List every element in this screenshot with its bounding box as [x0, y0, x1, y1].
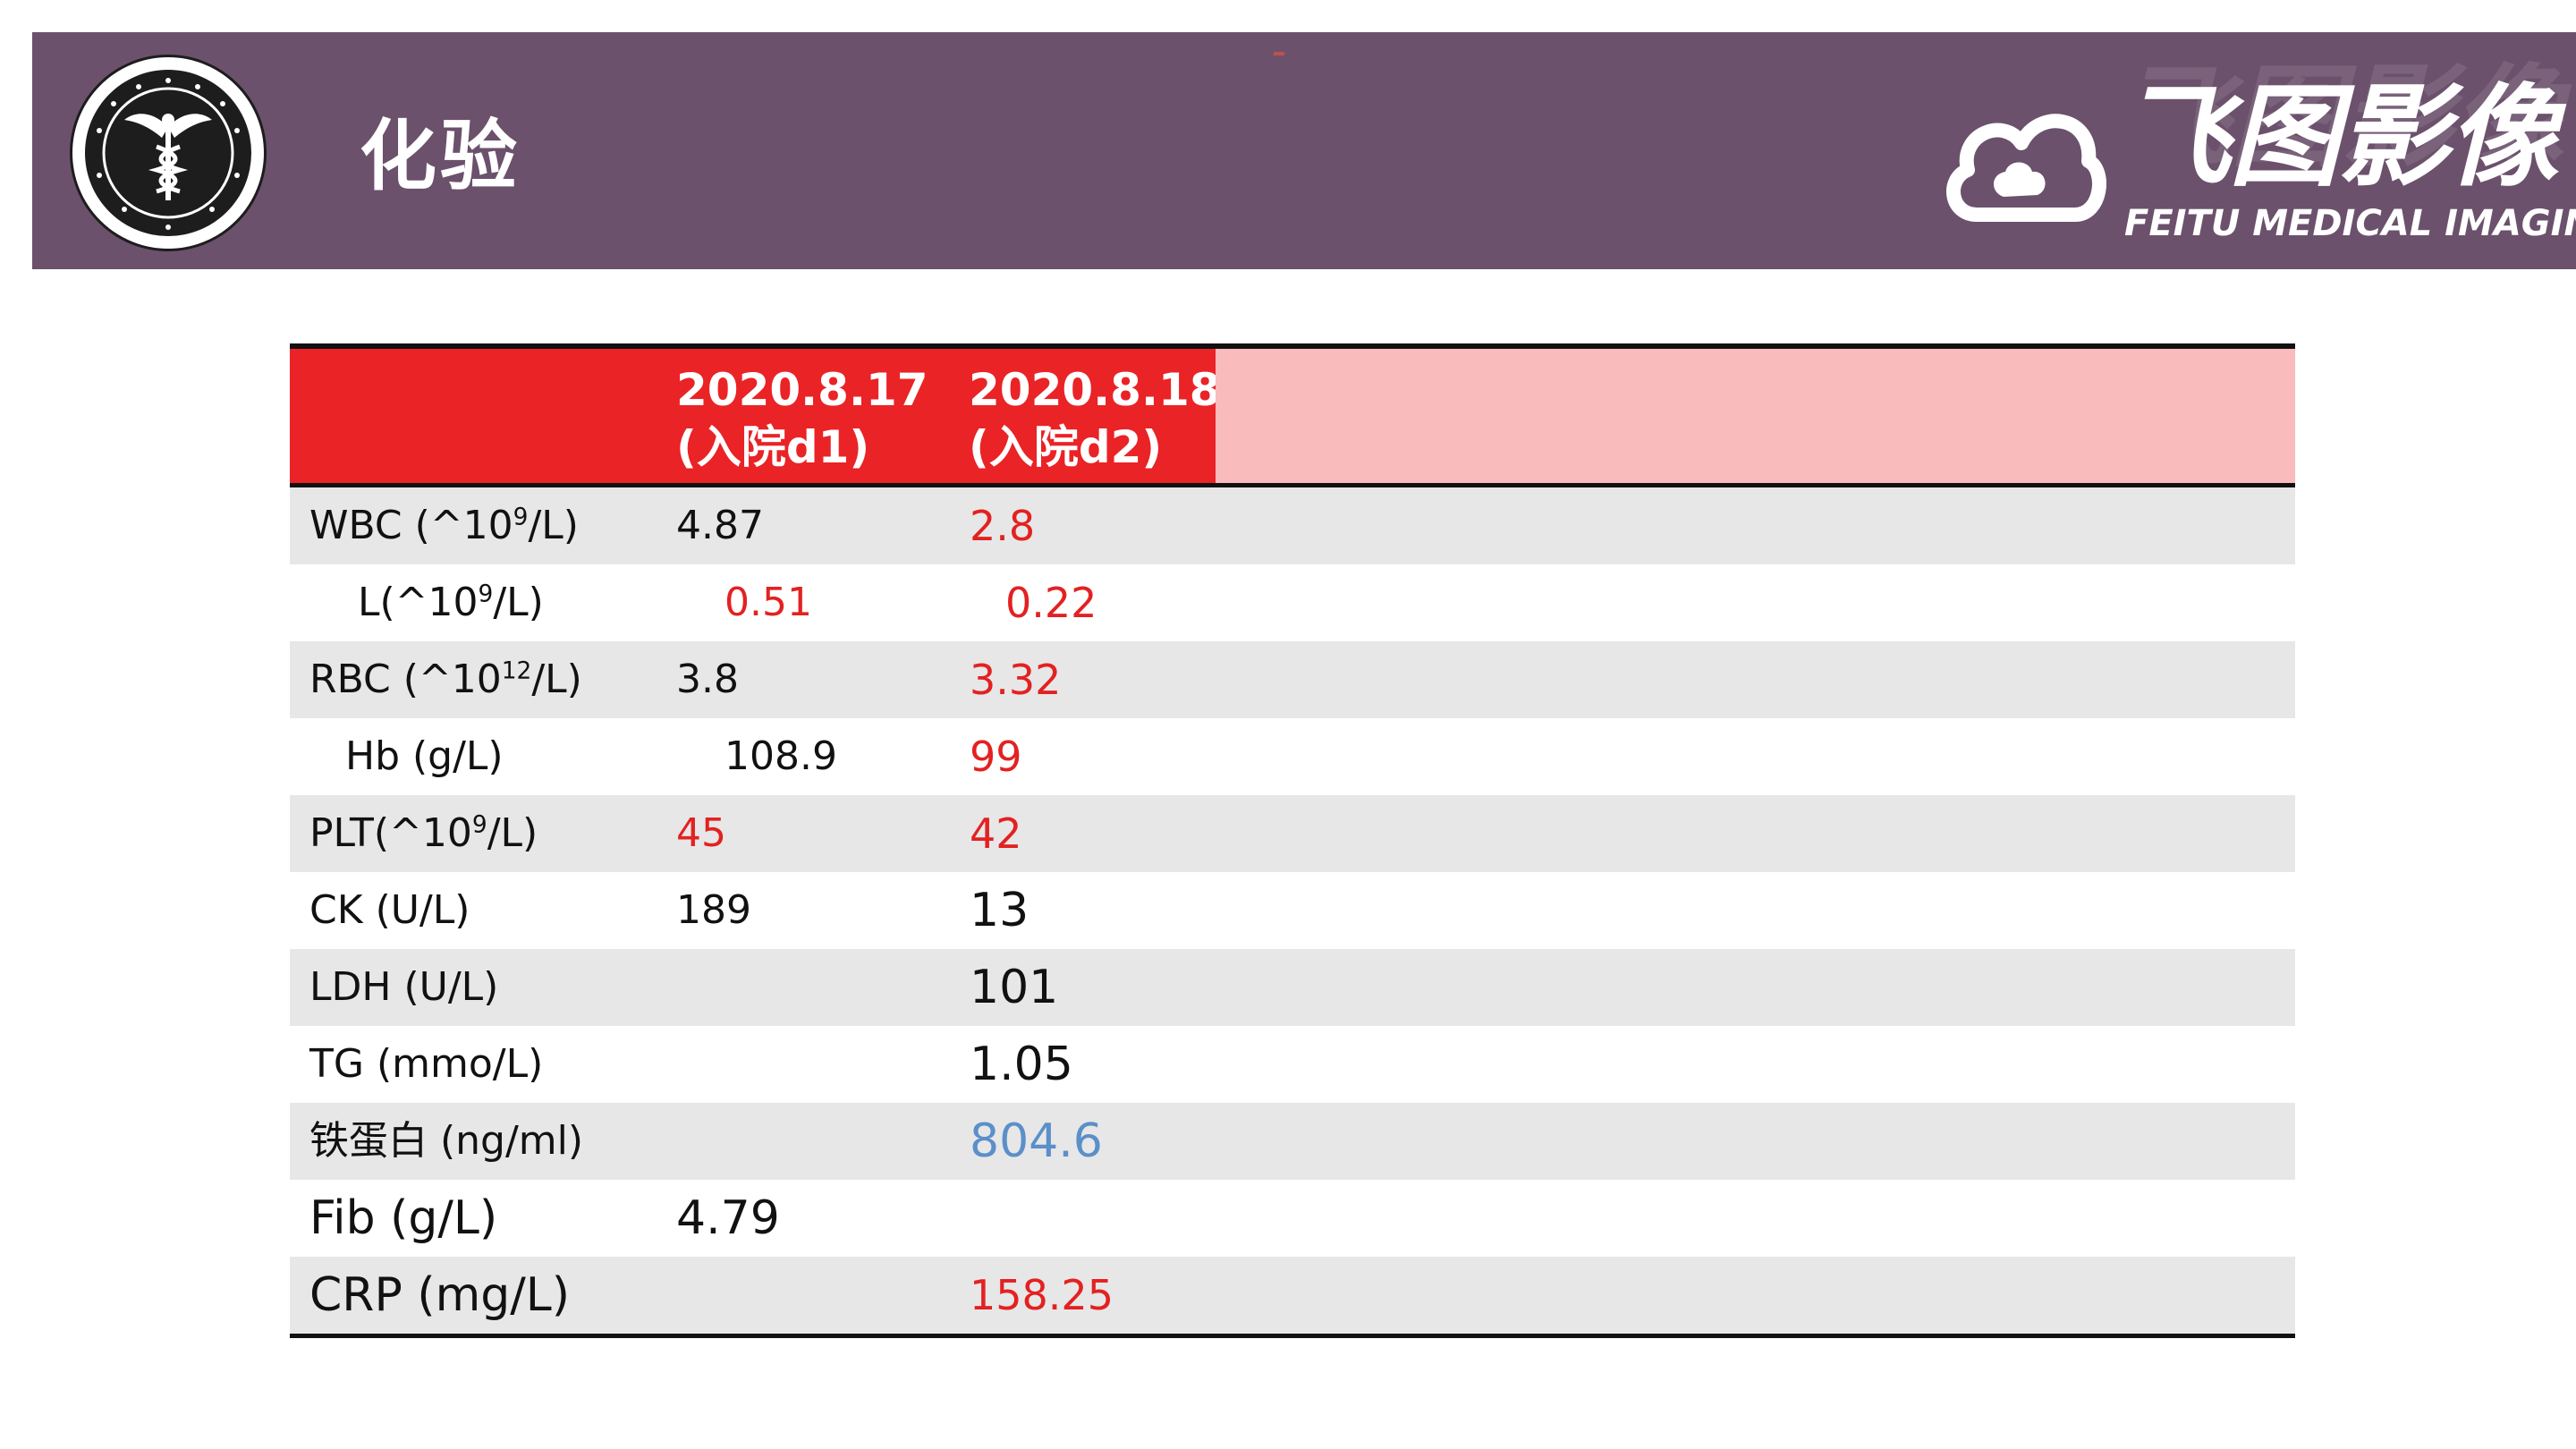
row-label: Fib (g/L): [309, 1191, 498, 1245]
row-label: TG (mmo/L): [309, 1041, 544, 1087]
table-row: 铁蛋白 (ng/ml) 804.6: [290, 1103, 2295, 1180]
brand-name-cn: 飞图影像: [2120, 73, 2558, 202]
lab-results-table: 2020.8.17 (入院d1) 2020.8.18 (入院d2) WBC (^…: [290, 343, 2295, 1338]
table-row: Hb (g/L) 108.9 99: [290, 718, 2295, 795]
header-empty-cell: [1216, 349, 2295, 483]
value-d1: 4.87: [676, 503, 764, 548]
caduceus-icon: [97, 78, 240, 230]
value-d2: 99: [970, 733, 1022, 781]
row-label: LDH (U/L): [309, 964, 499, 1010]
header-date-d2: 2020.8.18 (入院d2): [947, 349, 1221, 483]
value-d2: 2.8: [970, 502, 1036, 550]
value-d2: 13: [970, 884, 1030, 937]
row-label: CK (U/L): [309, 887, 470, 933]
value-d2: 1.05: [970, 1038, 1073, 1091]
row-label: L(^109/L): [358, 580, 544, 625]
row-label: 铁蛋白 (ng/ml): [309, 1118, 584, 1164]
table-row: Fib (g/L) 4.79: [290, 1180, 2295, 1257]
table-row: PLT(^109/L) 45 42: [290, 795, 2295, 872]
row-label: WBC (^109/L): [309, 503, 579, 548]
brand-name-en: FEITU MEDICAL IMAGING: [2124, 203, 2576, 244]
header-date: 2020.8.18: [969, 364, 1221, 416]
row-label: Hb (g/L): [345, 733, 504, 779]
table-row: TG (mmo/L) 1.05: [290, 1026, 2295, 1103]
value-d2: 3.32: [970, 656, 1062, 704]
header-date-d1: 2020.8.17 (入院d1): [655, 349, 947, 483]
table-row: CRP (mg/L) 158.25: [290, 1257, 2295, 1334]
row-label: RBC (^1012/L): [309, 657, 582, 702]
society-emblem: [70, 55, 267, 251]
row-label: CRP (mg/L): [309, 1268, 571, 1322]
brand-watermark: 飞图影像: [2120, 54, 2564, 182]
table-header: 2020.8.17 (入院d1) 2020.8.18 (入院d2): [290, 349, 2295, 487]
decorative-mark: [1274, 52, 1284, 55]
value-d1: 4.79: [676, 1191, 780, 1245]
value-d2: 158.25: [970, 1271, 1114, 1319]
cloud-logo-icon: [1946, 114, 2106, 222]
value-d1: 189: [676, 887, 751, 933]
header-date: 2020.8.17: [676, 364, 928, 416]
header-note: (入院d2): [969, 421, 1163, 473]
value-d2: 101: [970, 961, 1059, 1014]
value-d2: 42: [970, 809, 1022, 858]
brand-logo: 飞图影像 飞图影像 FEITU MEDICAL IMAGING: [1941, 54, 2576, 250]
value-d1: 0.51: [724, 580, 812, 625]
value-d2: 804.6: [970, 1114, 1103, 1168]
table-row: RBC (^1012/L) 3.8 3.32: [290, 641, 2295, 718]
table-row: CK (U/L) 189 13: [290, 872, 2295, 949]
value-d1: 3.8: [676, 657, 739, 702]
slide-title: 化验: [360, 112, 521, 201]
value-d1: 45: [676, 810, 726, 856]
header-band: [32, 32, 2576, 269]
table-row: WBC (^109/L) 4.87 2.8: [290, 487, 2295, 564]
header-note: (入院d1): [676, 421, 870, 473]
table-row: L(^109/L) 0.51 0.22: [290, 564, 2295, 641]
value-d1: 108.9: [724, 733, 837, 779]
row-label: PLT(^109/L): [309, 810, 538, 856]
table-row: LDH (U/L) 101: [290, 949, 2295, 1026]
value-d2: 0.22: [1005, 579, 1097, 627]
header-corner-cell: [290, 349, 655, 483]
